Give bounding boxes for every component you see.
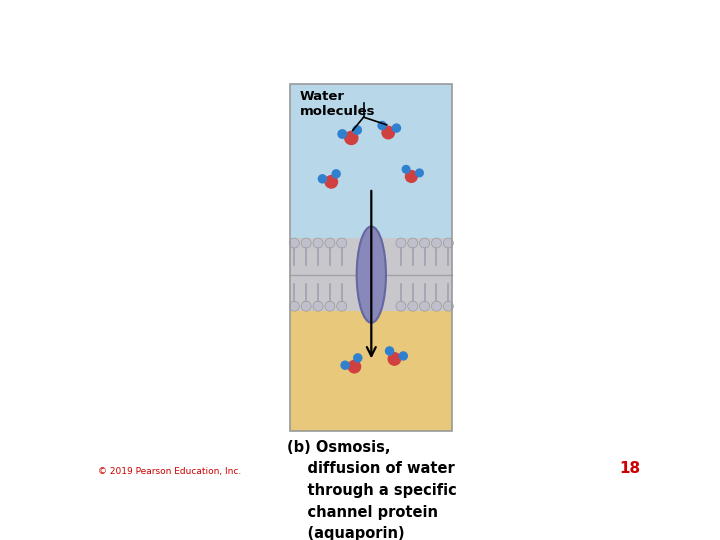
Circle shape xyxy=(385,347,394,355)
Circle shape xyxy=(408,301,418,311)
Circle shape xyxy=(405,171,418,183)
Circle shape xyxy=(444,238,454,248)
Bar xyxy=(290,311,452,430)
Circle shape xyxy=(444,301,454,311)
Circle shape xyxy=(337,238,347,248)
Circle shape xyxy=(400,352,408,360)
Circle shape xyxy=(382,126,395,139)
Circle shape xyxy=(332,170,340,178)
Circle shape xyxy=(313,238,323,248)
Circle shape xyxy=(408,238,418,248)
Circle shape xyxy=(337,301,347,311)
Circle shape xyxy=(431,301,441,311)
Circle shape xyxy=(301,238,311,248)
Bar xyxy=(290,84,452,430)
Text: 18: 18 xyxy=(619,461,640,476)
Circle shape xyxy=(325,238,335,248)
Text: © 2019 Pearson Education, Inc.: © 2019 Pearson Education, Inc. xyxy=(98,467,241,476)
Text: (b) Osmosis,
    diffusion of water
    through a specific
    channel protein
 : (b) Osmosis, diffusion of water through … xyxy=(287,440,456,540)
Circle shape xyxy=(378,122,386,130)
Circle shape xyxy=(289,301,300,311)
Circle shape xyxy=(354,354,362,362)
Circle shape xyxy=(345,131,358,145)
Circle shape xyxy=(325,301,335,311)
Circle shape xyxy=(318,175,326,183)
Circle shape xyxy=(348,360,361,373)
Ellipse shape xyxy=(356,226,386,323)
Circle shape xyxy=(301,301,311,311)
Circle shape xyxy=(338,130,346,138)
Text: Water
molecules: Water molecules xyxy=(300,90,375,118)
Circle shape xyxy=(431,238,441,248)
Bar xyxy=(290,84,452,238)
Circle shape xyxy=(420,238,430,248)
Circle shape xyxy=(396,238,406,248)
Circle shape xyxy=(392,124,400,132)
Circle shape xyxy=(415,169,423,177)
Circle shape xyxy=(420,301,430,311)
Circle shape xyxy=(353,126,361,134)
Circle shape xyxy=(388,353,400,365)
Circle shape xyxy=(402,165,410,173)
Circle shape xyxy=(289,238,300,248)
Bar xyxy=(290,238,452,311)
Circle shape xyxy=(341,361,349,369)
Circle shape xyxy=(325,176,338,188)
Circle shape xyxy=(396,301,406,311)
Circle shape xyxy=(313,301,323,311)
